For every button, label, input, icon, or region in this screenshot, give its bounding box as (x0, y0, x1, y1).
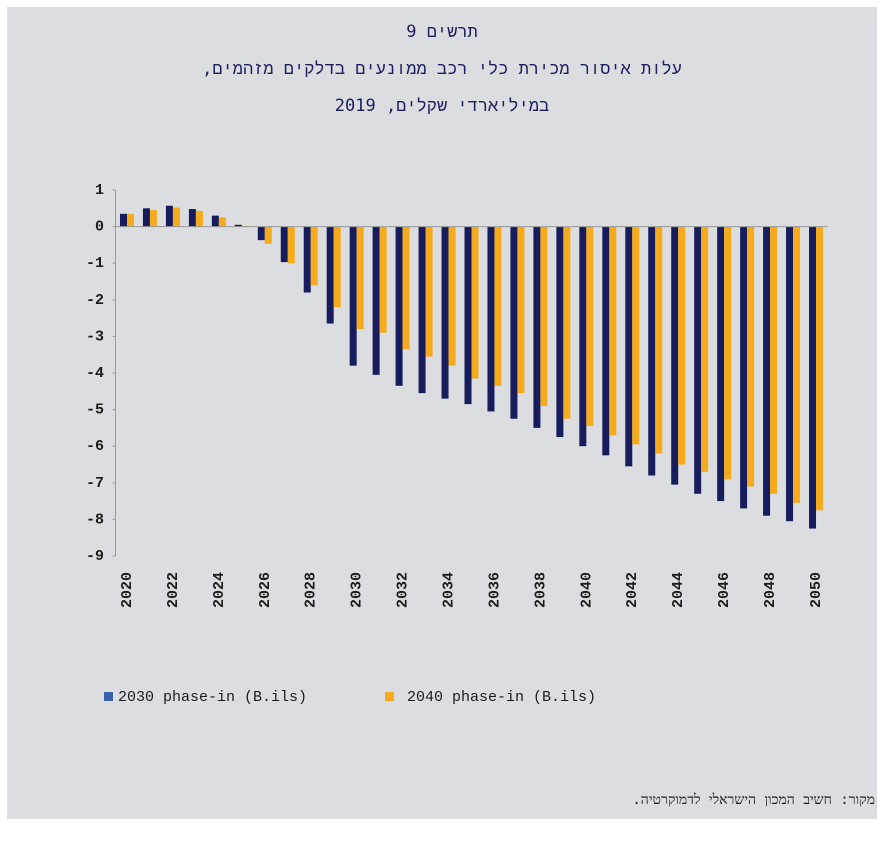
bar (793, 226, 801, 503)
bar (740, 226, 748, 509)
x-tick-label: 2048 (762, 572, 779, 608)
x-tick-label: 2030 (349, 572, 366, 608)
chart-title: במיליארדי שקלים, 2019 (335, 96, 549, 116)
x-tick-label: 2038 (532, 572, 549, 608)
bar (211, 215, 219, 227)
bar (119, 213, 127, 227)
x-tick-label: 2034 (441, 572, 458, 608)
bar (234, 224, 242, 227)
y-tick-label: 0 (95, 219, 104, 236)
legend-label: 2030 phase-in (B.ils) (118, 689, 307, 706)
y-tick-label: 1 (95, 182, 104, 199)
bar (724, 226, 732, 480)
y-tick-label: -4 (86, 365, 104, 382)
bar (195, 210, 203, 227)
bar (218, 217, 226, 227)
bar (395, 226, 403, 386)
y-tick-label: -3 (86, 328, 104, 345)
bar (701, 226, 709, 472)
bar (356, 226, 364, 330)
bar (648, 226, 656, 476)
bar (464, 226, 472, 405)
y-tick-label: -5 (86, 402, 104, 419)
bar (425, 226, 433, 357)
source-note: מקור: חשיב המכון הישראלי לדמוקרטיה. (632, 792, 875, 808)
bar (280, 226, 288, 263)
bar (563, 226, 571, 419)
bar (694, 226, 702, 494)
bar (448, 226, 456, 366)
bar (188, 209, 196, 227)
bar (418, 226, 426, 394)
bar (510, 226, 518, 419)
bar (333, 226, 341, 308)
bar (786, 226, 794, 522)
bar (609, 226, 617, 436)
x-tick-label: 2040 (578, 572, 595, 608)
bar (556, 226, 564, 438)
x-tick-label: 2046 (716, 572, 733, 608)
bar (517, 226, 525, 394)
bar (770, 226, 778, 494)
bar (809, 226, 817, 529)
x-tick-label: 2022 (165, 572, 182, 608)
bar (142, 208, 150, 227)
bar (671, 226, 679, 485)
x-tick-label: 2028 (303, 572, 320, 608)
bar (441, 226, 449, 399)
bar (533, 226, 541, 428)
chart-title: עלות איסור מכירת כלי רכב ממונעים בדלקים … (202, 59, 682, 79)
bar (126, 213, 134, 227)
bar (257, 226, 265, 241)
bar (264, 226, 272, 244)
bar (402, 226, 410, 350)
bar (655, 226, 663, 454)
y-tick-label: -1 (86, 255, 104, 272)
bar (372, 226, 380, 375)
y-tick-label: -6 (86, 438, 104, 455)
bar (287, 226, 295, 264)
bar (471, 226, 479, 379)
x-tick-label: 2024 (211, 572, 228, 608)
bar (326, 226, 334, 324)
bar (379, 226, 387, 333)
bar (678, 226, 686, 465)
bar (149, 210, 157, 227)
bar (717, 226, 725, 502)
x-tick-label: 2032 (395, 572, 412, 608)
bar (310, 226, 318, 286)
legend-label: 2040 phase-in (B.ils) (407, 689, 596, 706)
bar (349, 226, 357, 366)
x-tick-label: 2020 (119, 572, 136, 608)
x-tick-label: 2044 (670, 572, 687, 608)
bar (625, 226, 633, 467)
x-tick-label: 2042 (624, 572, 641, 608)
y-tick-label: -2 (86, 292, 104, 309)
bar (172, 207, 180, 227)
legend-swatch (385, 692, 394, 701)
y-tick-label: -8 (86, 511, 104, 528)
chart-title: תרשים 9 (406, 22, 478, 42)
bar (586, 226, 594, 427)
bar (602, 226, 610, 456)
y-tick-label: -7 (86, 475, 104, 492)
x-tick-label: 2050 (808, 572, 825, 608)
bar (494, 226, 502, 386)
bar (487, 226, 495, 412)
bar (763, 226, 771, 516)
y-tick-label: -9 (86, 548, 104, 565)
bar (540, 226, 548, 406)
bar (579, 226, 587, 447)
bar (816, 226, 824, 511)
x-tick-label: 2036 (486, 572, 503, 608)
bar (747, 226, 755, 487)
bar (303, 226, 311, 293)
legend-swatch (104, 692, 113, 701)
x-tick-label: 2026 (257, 572, 274, 608)
bar (632, 226, 640, 445)
bar (165, 205, 173, 227)
background (7, 7, 877, 819)
